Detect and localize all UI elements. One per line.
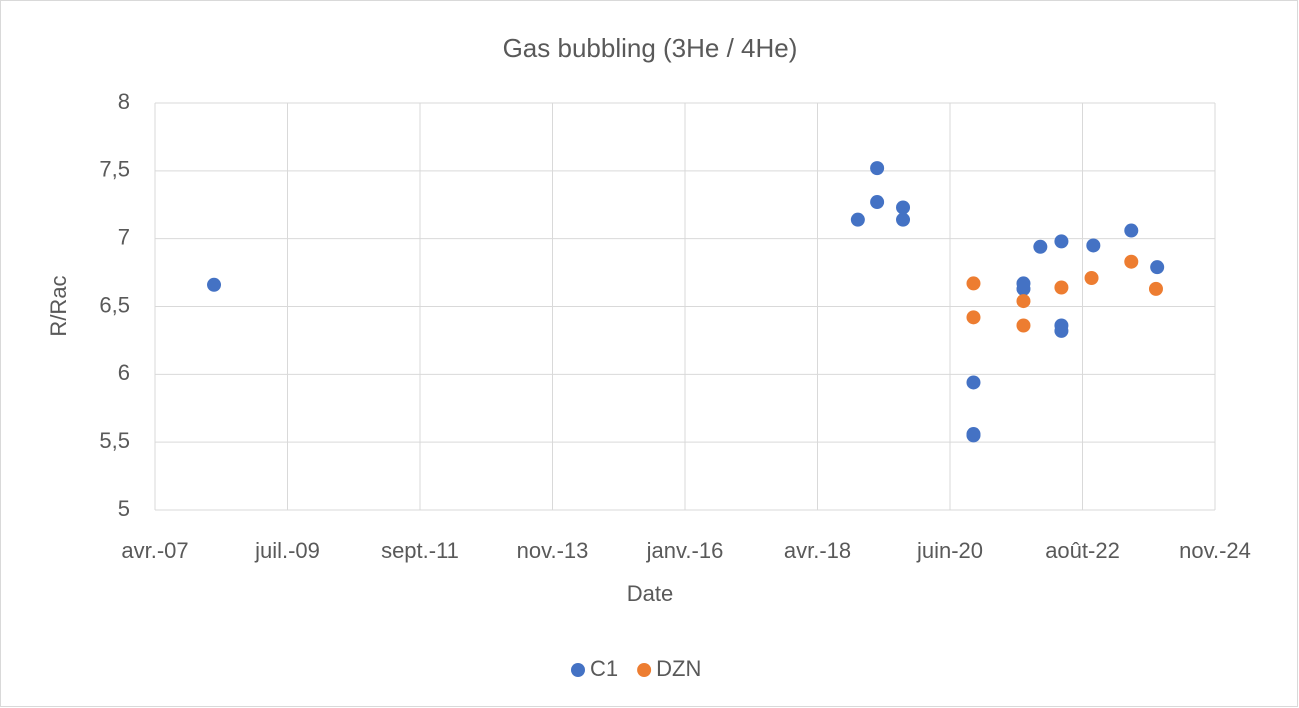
x-tick-label: avr.-18	[784, 538, 851, 563]
point	[1148, 281, 1163, 296]
x-tick-label: nov.-13	[517, 538, 589, 563]
y-tick-label: 7	[118, 224, 130, 249]
point	[1016, 294, 1031, 309]
point	[966, 276, 981, 291]
point	[850, 212, 865, 227]
point	[870, 161, 885, 176]
point	[896, 200, 911, 215]
point	[896, 212, 911, 227]
y-tick-label: 5	[118, 496, 130, 521]
y-tick-label: 6,5	[99, 292, 130, 317]
y-tick-label: 7,5	[99, 157, 130, 182]
point	[1124, 254, 1139, 269]
point	[966, 310, 981, 325]
legend-marker	[637, 663, 652, 677]
point	[966, 427, 981, 442]
point	[1016, 318, 1031, 333]
x-tick-label: avr.-07	[121, 538, 188, 563]
point	[1150, 260, 1165, 275]
y-tick-label: 5,5	[99, 428, 130, 453]
point	[207, 277, 222, 292]
x-tick-label: janv.-16	[646, 538, 724, 563]
point	[1124, 223, 1139, 238]
legend-label: C1	[590, 656, 618, 681]
x-tick-label: juin-20	[916, 538, 983, 563]
point	[1084, 271, 1099, 286]
point	[1054, 323, 1069, 338]
point	[870, 195, 885, 210]
point	[1054, 280, 1069, 295]
y-tick-label: 6	[118, 360, 130, 385]
x-tick-label: sept.-11	[381, 538, 459, 563]
point	[1016, 281, 1031, 296]
x-tick-label: juil.-09	[254, 538, 320, 563]
point	[1054, 234, 1069, 249]
point	[966, 375, 981, 390]
legend-label: DZN	[656, 656, 701, 681]
point	[1033, 239, 1048, 254]
y-axis-label: R/Rac	[46, 275, 71, 336]
x-axis-label: Date	[627, 581, 673, 606]
x-tick-label: août-22	[1045, 538, 1120, 563]
chart-title: Gas bubbling (3He / 4He)	[503, 33, 798, 63]
x-tick-label: nov.-24	[1179, 538, 1251, 563]
legend-marker	[571, 663, 585, 677]
y-tick-label: 8	[118, 89, 130, 114]
point	[1086, 238, 1101, 253]
